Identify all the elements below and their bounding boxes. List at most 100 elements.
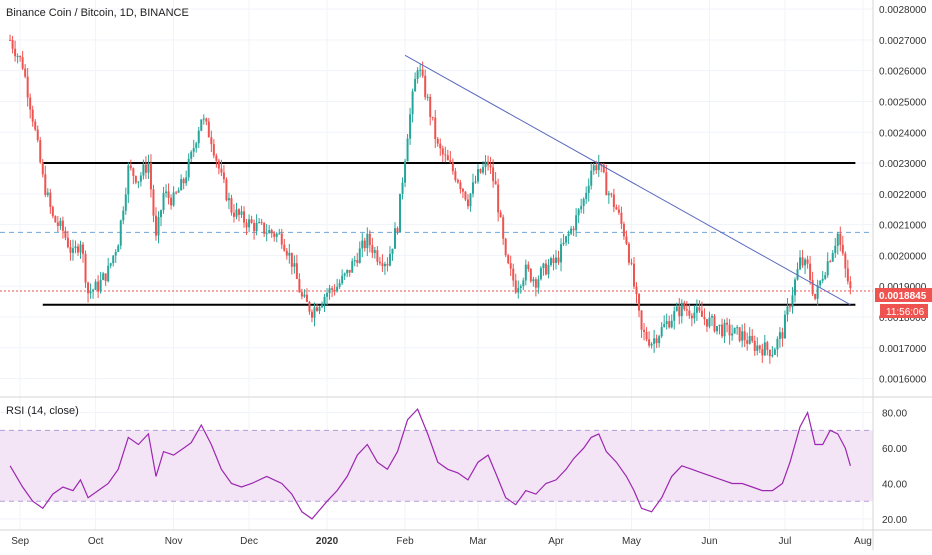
candle-body: [253, 222, 256, 232]
time-tick-label: Jul: [779, 536, 792, 547]
rsi-layer[interactable]: [9, 408, 851, 520]
chart-title: Binance Coin / Bitcoin, 1D, BINANCE: [6, 7, 189, 19]
candle-body: [419, 69, 422, 71]
candle-body: [172, 192, 175, 206]
candle-body: [826, 261, 829, 276]
candle-body: [736, 327, 739, 329]
candle-body: [331, 288, 334, 290]
time-tick-label: Feb: [396, 536, 414, 547]
candle-body: [753, 340, 756, 351]
candle-body: [519, 286, 522, 289]
candle-body: [406, 138, 409, 162]
candle-body: [849, 281, 852, 288]
candle-body: [11, 40, 14, 49]
candle-body: [386, 263, 389, 266]
candle-body: [824, 275, 827, 279]
candle-body: [431, 116, 434, 118]
candle-body: [94, 281, 97, 290]
candle-body: [592, 165, 595, 171]
level-layer: [0, 162, 873, 306]
candle-body: [572, 228, 575, 231]
candle-body: [338, 283, 341, 287]
time-tick-label: Mar: [469, 536, 487, 547]
candle-body: [283, 244, 286, 251]
time-tick-label: Jun: [701, 536, 717, 547]
candle-body: [466, 199, 469, 207]
price-tick-label: 0.0023000: [879, 159, 927, 170]
candle-body: [273, 233, 276, 237]
candle-body: [363, 240, 366, 249]
candle-body: [612, 194, 615, 208]
candle-body: [683, 302, 686, 310]
candle-body: [89, 291, 92, 294]
candle-body: [610, 193, 613, 195]
candle-body: [245, 222, 248, 228]
candle-body: [54, 216, 57, 223]
candle-body: [668, 321, 671, 328]
candle-body: [361, 240, 364, 249]
candle-body: [109, 263, 112, 266]
candle-body: [280, 233, 283, 245]
time-tick-label: Sep: [11, 536, 29, 547]
candle-body: [726, 322, 729, 325]
candle-body: [738, 327, 741, 341]
candle-body: [710, 316, 713, 318]
rsi-line: [9, 408, 851, 520]
candle-body: [356, 260, 359, 263]
candle-body: [474, 181, 477, 183]
candle-body: [549, 258, 552, 265]
candle-body: [655, 338, 658, 344]
candle-body: [635, 286, 638, 295]
candle-body: [814, 293, 817, 299]
candle-body: [602, 164, 605, 173]
price-tick-label: 0.0020000: [879, 251, 927, 262]
price-tick-label: 0.0017000: [879, 344, 927, 355]
candle-body: [788, 306, 791, 308]
candle-body: [258, 222, 261, 224]
time-tick-label: Oct: [88, 536, 104, 547]
candle-body: [212, 144, 215, 156]
candle-body: [703, 316, 706, 320]
candle-body: [376, 250, 379, 262]
candle-body: [716, 326, 719, 332]
candle-body: [638, 294, 641, 311]
candle-body: [41, 162, 44, 175]
candle-body: [46, 192, 49, 195]
candle-body: [353, 260, 356, 262]
candle-body: [665, 321, 668, 325]
candle-body: [645, 331, 648, 340]
candle-body: [383, 263, 386, 267]
candle-body: [444, 154, 447, 156]
price-badge-value: 0.0018845: [879, 291, 927, 302]
candle-body: [421, 69, 424, 76]
candle-body: [323, 296, 326, 305]
candle-body: [615, 207, 618, 210]
candle-body: [336, 286, 339, 292]
candle-body: [381, 263, 384, 267]
candle-layer[interactable]: [9, 34, 852, 364]
candle-body: [288, 252, 291, 256]
candle-body: [39, 140, 42, 163]
candle-body: [731, 333, 734, 336]
candle-body: [310, 311, 313, 318]
candle-body: [240, 211, 243, 215]
candle-body: [502, 217, 505, 239]
candle-body: [587, 185, 590, 193]
candle-body: [378, 261, 381, 264]
candle-body: [718, 324, 721, 327]
candle-body: [821, 278, 824, 281]
candle-body: [748, 335, 751, 344]
candle-body: [333, 289, 336, 292]
candle-body: [477, 169, 480, 182]
candle-body: [260, 222, 263, 224]
candle-body: [270, 230, 273, 234]
candle-body: [585, 192, 588, 199]
candle-body: [230, 198, 233, 213]
candle-body: [804, 259, 807, 266]
price-tick-label: 0.0019000: [879, 282, 927, 293]
candle-body: [134, 175, 137, 183]
candle-body: [653, 338, 656, 344]
price-tick-label: 0.0028000: [879, 5, 927, 16]
